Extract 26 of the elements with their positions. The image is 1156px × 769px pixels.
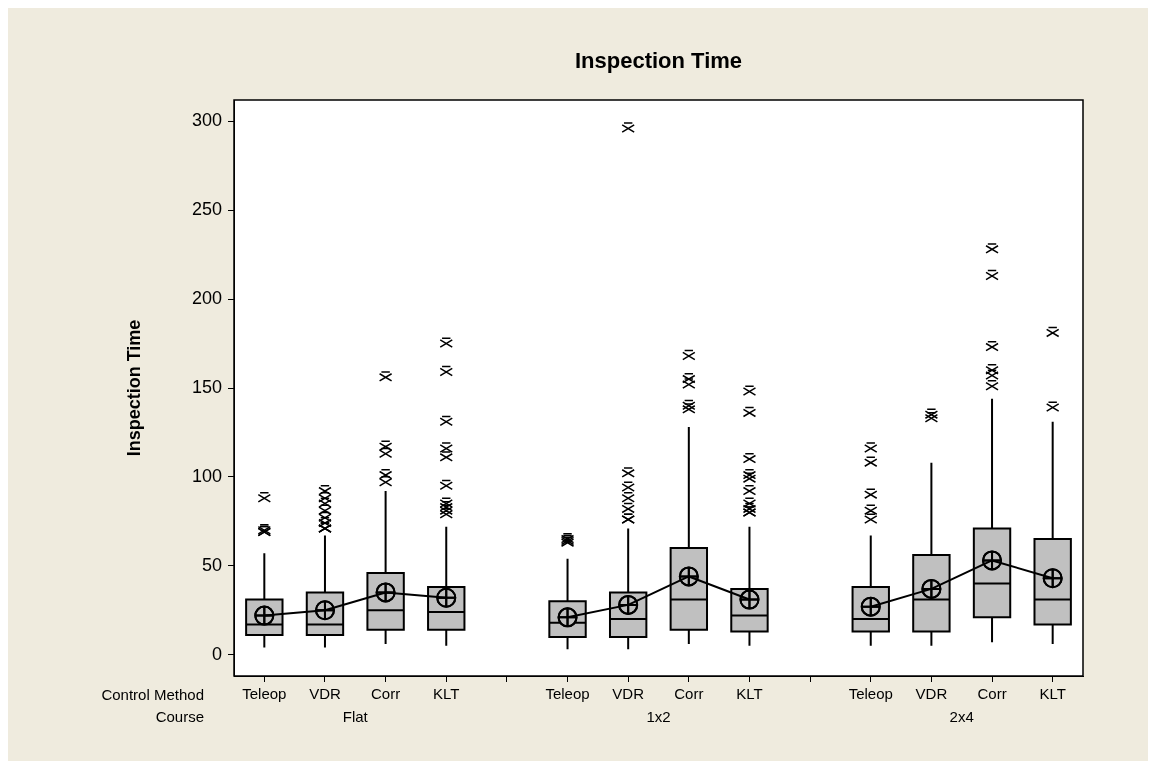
x-tick-label: Corr: [977, 685, 1007, 703]
y-tick-label: 250: [191, 199, 222, 220]
text: Course: [155, 708, 204, 726]
x-tick-label: Corr: [674, 685, 704, 703]
y-tick-label: 100: [191, 465, 222, 486]
y-axis-title: Inspection Time: [123, 319, 144, 457]
y-tick-label: 50: [201, 554, 222, 575]
x-tick-label: Teleop: [242, 685, 287, 703]
text: 1x2: [646, 708, 671, 726]
y-tick-label: 0: [211, 643, 222, 664]
x-tick-label: VDR: [309, 685, 341, 703]
x-tick-label: Teleop: [545, 685, 590, 703]
y-tick-label: 200: [191, 288, 222, 309]
x-tick-label: Corr: [371, 685, 401, 703]
text: Control Method: [101, 686, 204, 704]
text: Flat: [342, 708, 369, 726]
x-tick-label: KLT: [1039, 685, 1066, 703]
x-tick-label: VDR: [612, 685, 645, 703]
chart-title: Inspection Time: [574, 48, 743, 74]
x-tick-label: KLT: [433, 685, 460, 703]
x-tick-label: Teleop: [848, 685, 893, 703]
y-tick-label: 300: [191, 110, 222, 131]
text: 2x4: [949, 708, 974, 726]
y-tick-label: 150: [191, 376, 222, 397]
x-tick-label: VDR: [915, 685, 948, 703]
x-tick-label: KLT: [736, 685, 763, 703]
